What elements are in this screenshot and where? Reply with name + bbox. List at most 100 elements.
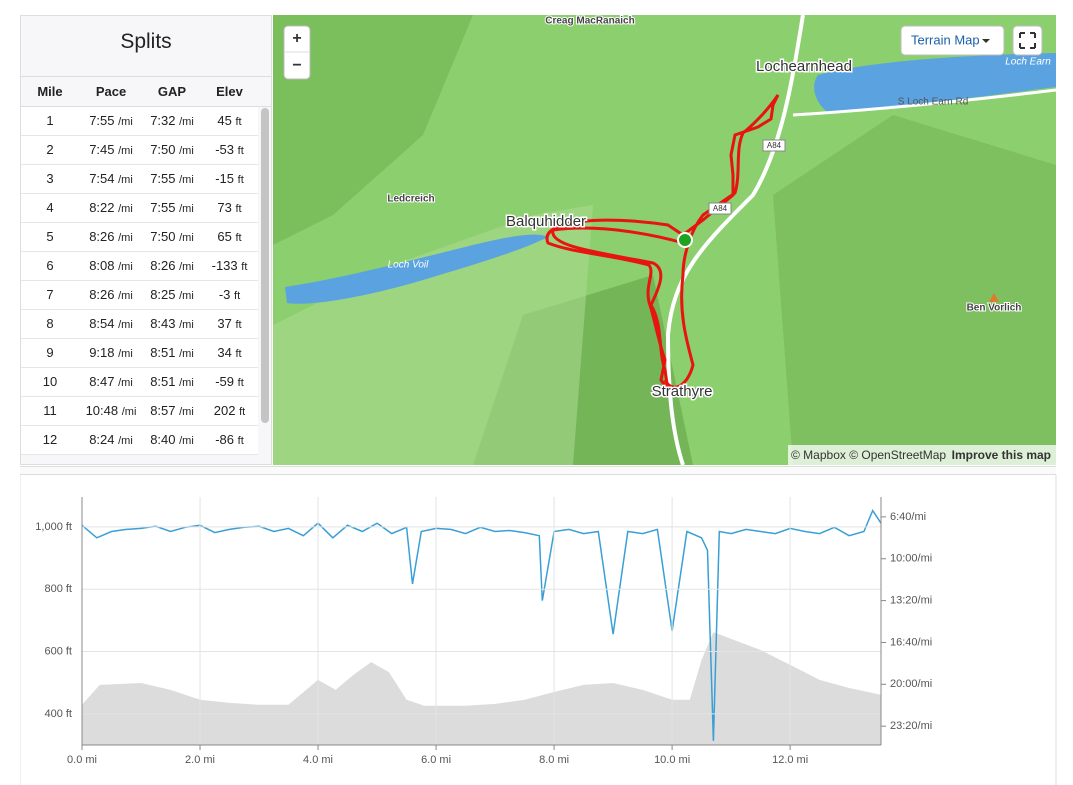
unit: /mi [118,145,133,157]
split-row: 10 8:47 /mi 8:51 /mi -59 ft [21,368,258,397]
unit: /mi [179,406,194,418]
improve-link[interactable]: Improve this map [952,448,1051,462]
split-cell: 7:50 /mi [143,223,201,251]
unit: ft [237,435,244,447]
cell-value: 9 [46,345,54,360]
split-row: 4 8:22 /mi 7:55 /mi 73 ft [21,194,258,223]
column-header: Pace [95,84,127,99]
split-cell: 202 ft [201,397,258,425]
unit: /mi [179,116,194,128]
caret [982,39,990,43]
cell-value: 7:50 [150,229,176,244]
unit: /mi [179,435,194,447]
style-button[interactable] [900,25,1005,56]
unit: ft [234,290,241,302]
unit: /mi [179,319,194,331]
unit: /mi [179,290,194,302]
cell-value: 10 [42,374,58,389]
start-marker [677,232,693,248]
split-cell: 9:18 /mi [79,339,143,367]
fullscreen-icon [1019,32,1036,49]
split-cell: 7:45 /mi [79,136,143,164]
cell-value: 7:55 [150,171,176,186]
split-cell: 7:55 /mi [79,107,143,135]
unit: /mi [118,261,133,273]
y2-tick-label: 23:20/mi [890,720,932,732]
elevation-area [82,632,881,745]
map[interactable]: Creag MacRanaich Lochearnhead Loch Earn … [273,15,1056,465]
unit: ft [237,174,244,186]
cell-value: 2 [46,142,54,157]
cell-value: 8:26 [89,229,115,244]
zoom-control: + − [283,25,311,80]
map-label: A84 [713,204,728,213]
fullscreen-button[interactable] [1012,25,1043,56]
split-cell: 45 ft [201,107,258,135]
x-tick-label: 8.0 mi [539,754,569,766]
x-tick-label: 0.0 mi [67,754,97,766]
unit: /mi [118,290,133,302]
split-cell: 8:54 /mi [79,310,143,338]
split-cell: 8:40 /mi [143,426,201,454]
cell-value: 7:55 [89,113,115,128]
cell-value: -133 [211,258,238,273]
split-row: 5 8:26 /mi 7:50 /mi 65 ft [21,223,258,252]
split-cell: 2 [21,136,79,164]
cell-value: 73 [217,200,232,215]
chart: 1,000 ft 800 ft 600 ft 400 ft 0.0 mi 2.0 mi 4.… [20,475,1057,785]
cell-value: 45 [217,113,232,128]
cell-value: 7:50 [150,142,176,157]
map-label: Loch Voil [388,260,430,271]
cell-value: 7:55 [150,200,176,215]
column-header: Elev [216,84,243,99]
split-cell: 5 [21,223,79,251]
split-row: 2 7:45 /mi 7:50 /mi -53 ft [21,136,258,165]
split-cell: 7:54 /mi [79,165,143,193]
cell-value: -15 [215,171,235,186]
split-cell: 11 [21,397,79,425]
splits-rows[interactable]: 1 7:55 /mi 7:32 /mi 45 ft 2 7:45 /mi 7:50 /mi -… [21,107,271,455]
style-button-label[interactable]: Terrain Map [911,32,980,47]
unit: ft [239,406,246,418]
column-header: GAP [157,84,187,99]
cell-value: 8:57 [150,403,176,418]
resize-handle[interactable] [20,466,1056,475]
split-cell: 8:26 /mi [79,223,143,251]
x-tick-label: 6.0 mi [421,754,451,766]
split-cell: -15 ft [201,165,258,193]
map-label: Balquhidder [506,213,586,230]
cell-value: -53 [215,142,235,157]
unit: /mi [179,145,194,157]
split-cell: 65 ft [201,223,258,251]
column-header: Mile [37,84,63,99]
terrain [273,15,473,245]
cell-value: 37 [217,316,232,331]
scrollbar[interactable] [261,108,269,423]
split-cell: 8:47 /mi [79,368,143,396]
unit: /mi [118,348,133,360]
zoom-in[interactable]: + [292,30,301,47]
split-cell: 8:25 /mi [143,281,201,309]
cell-value: 65 [217,229,232,244]
cell-value: 7:54 [89,171,115,186]
split-cell: 37 ft [201,310,258,338]
unit: ft [237,377,244,389]
cell-value: 7:45 [89,142,115,157]
cell-value: 3 [46,171,54,186]
x-tick-label: 2.0 mi [185,754,215,766]
pace-line [81,509,882,741]
road-shield [762,139,786,152]
split-cell: 8:51 /mi [143,368,201,396]
zoom-out[interactable]: − [292,57,301,74]
unit: ft [235,232,242,244]
unit: /mi [118,174,133,186]
unit: /mi [179,377,194,389]
y-tick-label: 1,000 ft [35,521,72,533]
cell-value: 9:18 [89,345,115,360]
split-cell: -133 ft [201,252,258,280]
y2-tick-label: 20:00/mi [890,678,932,690]
split-cell: -53 ft [201,136,258,164]
y2-tick-label: 16:40/mi [890,636,932,648]
cell-value: 8:51 [150,345,176,360]
cell-value: 8:43 [150,316,176,331]
